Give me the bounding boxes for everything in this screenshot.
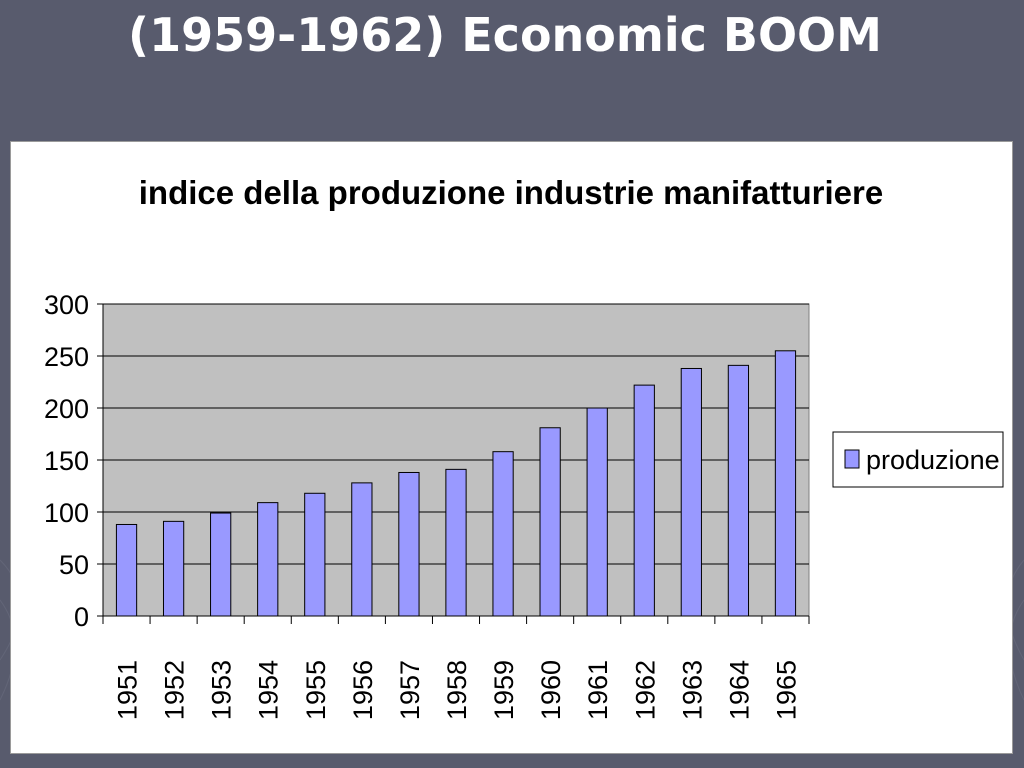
y-tick-label: 100 [44, 498, 89, 528]
x-tick-label: 1960 [536, 660, 566, 720]
y-tick-label: 0 [74, 602, 89, 632]
y-tick-label: 50 [59, 550, 89, 580]
bar-1958 [445, 468, 467, 617]
bar-1963 [680, 367, 702, 617]
x-tick-label: 1956 [348, 660, 378, 720]
bar-1952 [162, 520, 185, 617]
legend: produzione [832, 431, 1004, 488]
legend-label: produzione [866, 445, 1000, 475]
x-tick-label: 1953 [207, 660, 237, 720]
x-tick-label: 1952 [160, 660, 190, 720]
slide-title: (1959-1962) Economic BOOM [128, 8, 882, 62]
bar-chart: indice della produzione industrie manifa… [44, 174, 1004, 720]
chart-panel: indice della produzione industrie manifa… [10, 141, 1013, 754]
x-tick-label: 1951 [113, 660, 143, 720]
x-tick-label: 1958 [442, 660, 472, 720]
y-tick-label: 250 [44, 342, 89, 372]
bar-1957 [398, 471, 420, 617]
x-tick-label: 1963 [677, 660, 707, 720]
y-tick-label: 200 [44, 394, 89, 424]
bar-1965 [774, 350, 797, 617]
bar-1959 [492, 451, 514, 617]
chart-title: indice della produzione industrie manifa… [139, 174, 883, 211]
x-tick-label: 1959 [489, 660, 519, 720]
x-tick-label: 1954 [254, 660, 284, 720]
bar-1954 [257, 502, 279, 617]
legend-swatch [844, 449, 860, 469]
x-tick-label: 1961 [583, 660, 613, 720]
bar-1961 [586, 407, 608, 617]
x-tick-label: 1962 [630, 660, 660, 720]
x-tick-label: 1964 [724, 660, 754, 720]
bar-1951 [115, 523, 138, 617]
y-tick-label: 300 [44, 290, 89, 320]
bar-1955 [304, 492, 326, 617]
legend-box [832, 431, 1004, 488]
x-tick-label: 1955 [301, 660, 331, 720]
bar-1960 [539, 427, 561, 617]
x-tick-label: 1965 [771, 660, 801, 720]
bar-1964 [727, 364, 750, 617]
y-tick-label: 150 [44, 446, 89, 476]
x-tick-label: 1957 [395, 660, 425, 720]
bar-1956 [351, 482, 373, 617]
bar-1962 [633, 384, 655, 617]
bar-1953 [210, 512, 232, 617]
